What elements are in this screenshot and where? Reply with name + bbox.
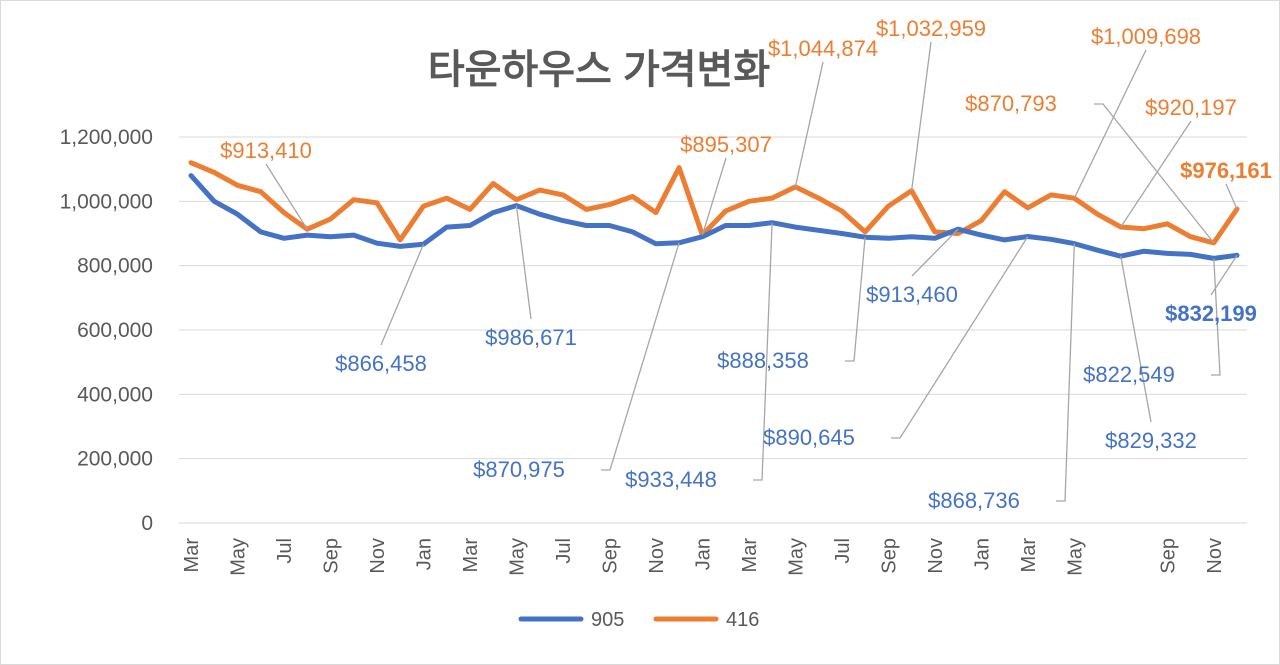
- leader-line: [1073, 49, 1147, 199]
- x-tick-label: Mar: [1018, 538, 1040, 573]
- leader-line: [910, 41, 932, 191]
- x-tick-label: Nov: [1204, 538, 1226, 574]
- x-tick-label: Jul: [274, 538, 296, 564]
- y-tick-label: 0: [141, 512, 153, 535]
- leader-line: [911, 228, 959, 277]
- leader-line: [265, 163, 308, 230]
- leader-line: [701, 157, 727, 236]
- data-label: $1,044,874: [768, 36, 878, 61]
- data-label: $913,460: [866, 282, 958, 307]
- data-label: $822,549: [1083, 362, 1175, 387]
- data-label: $933,448: [625, 467, 717, 492]
- x-tick-label: Jul: [832, 538, 854, 564]
- x-tick-label: Nov: [646, 538, 668, 574]
- leader-line: [1120, 256, 1152, 423]
- data-label: $868,736: [928, 488, 1020, 513]
- data-labels: $913,410 $895,307 $1,044,874$1,032,959 $1,0…: [220, 16, 1272, 513]
- leader-line: [1225, 183, 1238, 210]
- data-label: $913,410: [220, 138, 312, 163]
- x-tick-label: Sep: [320, 538, 342, 574]
- y-tick-label: 1,200,000: [60, 126, 153, 149]
- y-axis-ticks: 0 200,000 400,000 600,000 800,000 1,000,000 1,…: [60, 126, 153, 535]
- y-tick-label: 200,000: [77, 448, 153, 471]
- data-label: $895,307: [680, 132, 772, 157]
- x-tick-label: May: [506, 538, 528, 576]
- y-tick-label: 600,000: [77, 319, 153, 342]
- x-tick-label: May: [785, 538, 807, 576]
- annotation-leader-lines: [265, 41, 1238, 502]
- series-line-905: [188, 173, 1240, 261]
- x-tick-label: Mar: [460, 538, 482, 573]
- data-label: $890,645: [763, 425, 855, 450]
- data-label: $870,793: [965, 91, 1057, 116]
- data-label: $888,358: [717, 348, 809, 373]
- data-label: $1,009,698: [1091, 24, 1201, 49]
- leader-line: [753, 222, 773, 481]
- series-lines: [188, 160, 1240, 261]
- data-label: $832,199: [1165, 301, 1257, 326]
- leader-line: [845, 237, 866, 362]
- x-tick-label: Sep: [878, 538, 900, 574]
- gridlines: [179, 136, 1247, 524]
- x-tick-label: Jul: [553, 538, 575, 564]
- data-label: $920,197: [1145, 95, 1237, 120]
- x-tick-label: May: [1064, 538, 1086, 576]
- data-label: $829,332: [1105, 428, 1197, 453]
- chart-title: 타운하우스 가격변화: [428, 48, 771, 92]
- y-tick-label: 1,000,000: [60, 190, 153, 213]
- data-label: $1,032,959: [876, 16, 986, 41]
- x-tick-label: Jan: [692, 538, 714, 570]
- leader-line: [1056, 243, 1075, 502]
- y-tick-label: 400,000: [77, 383, 153, 406]
- leader-line: [794, 61, 824, 188]
- leader-line: [891, 236, 1029, 439]
- leader-line: [1120, 120, 1192, 228]
- x-tick-label: Nov: [367, 538, 389, 574]
- data-label: $866,458: [335, 351, 427, 376]
- x-tick-label: May: [227, 538, 249, 576]
- leader-line: [1210, 254, 1238, 296]
- x-tick-label: Mar: [739, 538, 761, 573]
- leader-line: [1211, 258, 1221, 376]
- x-tick-label: Sep: [1157, 538, 1179, 574]
- x-tick-label: Nov: [925, 538, 947, 574]
- legend: 905 416: [518, 609, 759, 631]
- y-tick-label: 800,000: [77, 255, 153, 278]
- data-label: $870,975: [473, 457, 565, 482]
- x-tick-label: Jan: [971, 538, 993, 570]
- x-tick-label: Sep: [599, 538, 621, 574]
- x-tick-label: Mar: [181, 538, 203, 573]
- x-tick-label: Jan: [413, 538, 435, 570]
- series-line-416: [188, 160, 1240, 246]
- leader-line: [1094, 103, 1215, 244]
- leader-line: [380, 244, 425, 346]
- data-label: $976,161: [1180, 158, 1272, 183]
- legend-label-905: 905: [591, 609, 624, 631]
- x-axis-ticks: Mar May Jul Sep Nov Jan Mar May Jul Sep Nov Jan Mar M…: [181, 538, 1226, 576]
- legend-label-416: 416: [726, 609, 759, 631]
- leader-line: [601, 242, 680, 471]
- data-label: $986,671: [485, 325, 577, 350]
- leader-line: [515, 205, 532, 320]
